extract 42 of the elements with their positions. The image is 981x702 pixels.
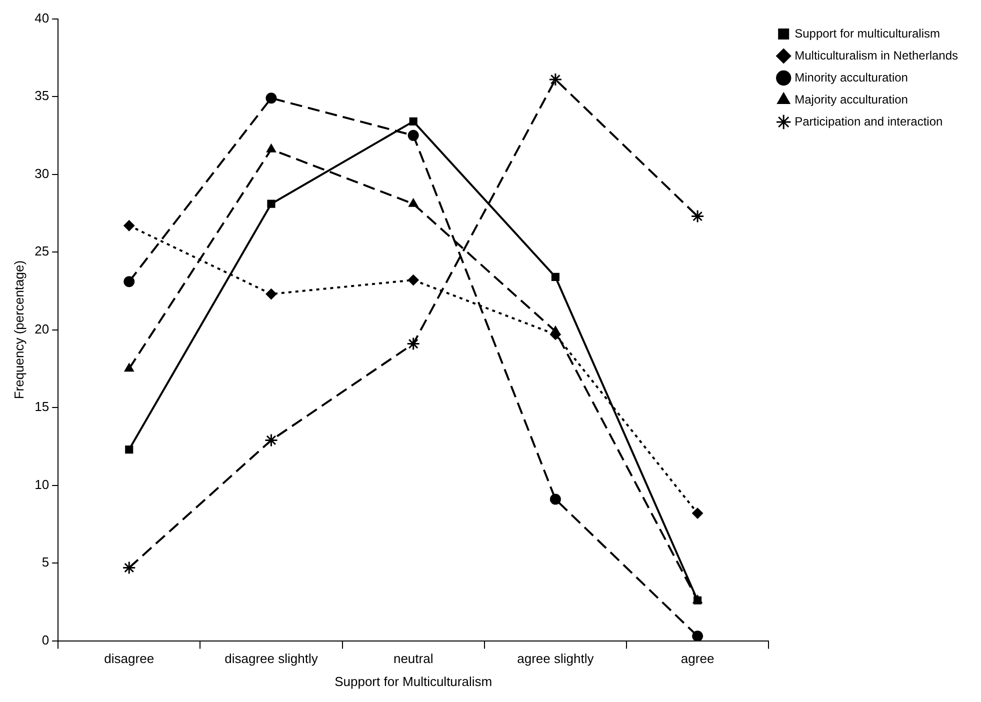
point bbox=[548, 72, 562, 86]
point bbox=[266, 288, 277, 300]
point bbox=[551, 272, 560, 281]
x-tick-label: disagree bbox=[104, 651, 154, 666]
legend-label: Minority acculturation bbox=[794, 70, 908, 84]
x-tick-label: agree bbox=[680, 651, 714, 666]
point bbox=[125, 446, 134, 454]
legend-label: Multiculturalism in Netherlands bbox=[794, 48, 958, 62]
legend-label: Participation and interaction bbox=[794, 114, 943, 128]
point bbox=[409, 117, 418, 126]
point bbox=[124, 363, 134, 372]
x-tick-label: neutral bbox=[393, 651, 434, 666]
point bbox=[408, 130, 419, 141]
point bbox=[692, 630, 704, 641]
point bbox=[124, 276, 135, 288]
point bbox=[266, 144, 276, 152]
point bbox=[550, 494, 561, 505]
x-tick-label: disagree slightly bbox=[224, 651, 318, 666]
legend-label: Majority acculturation bbox=[794, 92, 908, 106]
y-tick-label: 5 bbox=[42, 554, 50, 570]
y-tick-label: 20 bbox=[34, 321, 50, 336]
x-tick-label: agree slightly bbox=[517, 651, 594, 666]
y-tick-label: 30 bbox=[34, 166, 50, 181]
y-tick-label: 0 bbox=[42, 632, 50, 648]
point bbox=[408, 198, 418, 207]
point bbox=[692, 508, 704, 519]
y-tick-label: 10 bbox=[34, 476, 50, 492]
point bbox=[690, 210, 704, 224]
point bbox=[406, 337, 420, 351]
y-axis-title: Frequency (percentage) bbox=[11, 260, 26, 400]
y-tick-label: 15 bbox=[34, 399, 50, 414]
point bbox=[122, 560, 136, 574]
y-tick-label: 40 bbox=[34, 10, 50, 26]
point bbox=[264, 433, 278, 447]
y-tick-label: 35 bbox=[34, 88, 50, 104]
point bbox=[408, 274, 419, 286]
point bbox=[266, 92, 277, 104]
point bbox=[267, 200, 276, 208]
x-axis-title: Support for Multiculturalism bbox=[334, 674, 492, 689]
y-tick-label: 25 bbox=[34, 244, 50, 259]
legend-label: Support for multiculturalism bbox=[794, 26, 940, 40]
point bbox=[124, 220, 135, 232]
